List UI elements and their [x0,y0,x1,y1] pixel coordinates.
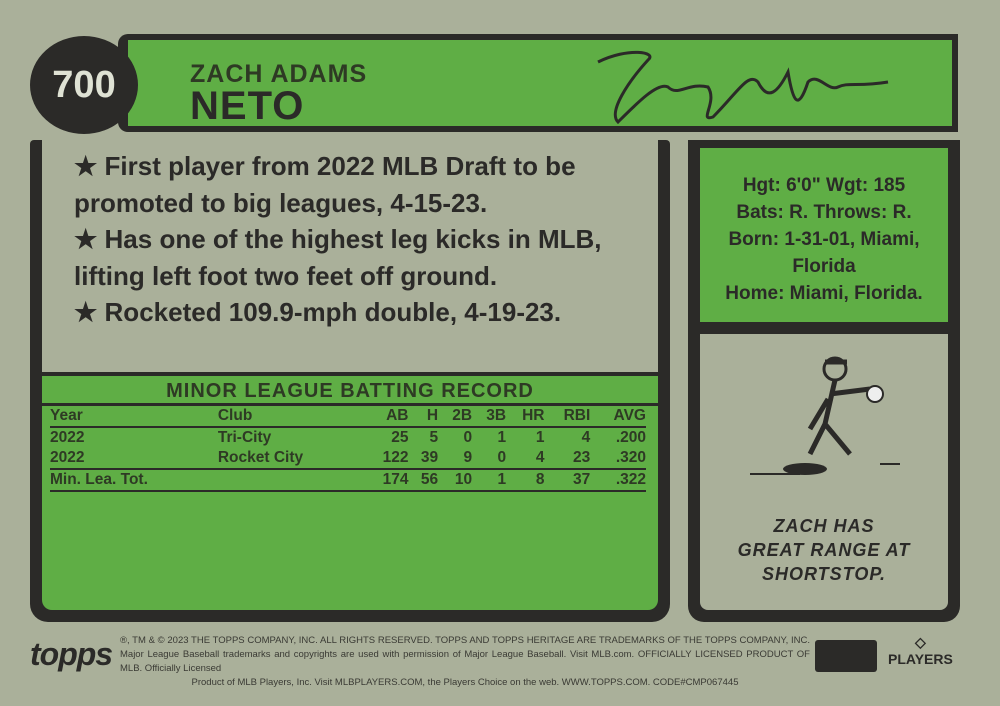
table-cell: 2022 [50,449,85,466]
stats-table: Year Club AB H 2B 3B HR RBI AVG 2022 Tri-… [50,406,646,492]
col-avg: AVG [613,407,646,424]
table-row: Min. Lea. Tot. 174 56 10 1 8 37 .322 [50,469,646,491]
table-cell: 1 [497,429,507,446]
cartoon-shortstop-icon [750,356,900,475]
col-year: Year [50,407,83,424]
table-cell: .200 [615,429,646,446]
height-weight: Hgt: 6'0" Wgt: 185 [742,175,906,196]
col-hr: HR [522,407,545,424]
table-cell: 56 [420,471,439,488]
table-cell: .322 [615,471,646,488]
table-cell: 174 [382,471,409,488]
table-cell [218,469,364,491]
bats-throws: Bats: R. Throws: R. [736,202,912,223]
table-cell: 0 [463,429,473,446]
table-cell: 9 [463,449,473,466]
col-rbi: RBI [563,407,591,424]
table-cell: 10 [454,471,473,488]
cartoon-caption: ZACH HAS GREAT RANGE AT SHORTSTOP. [700,514,948,586]
table-cell: 1 [535,429,545,446]
table-cell: 0 [497,449,507,466]
born-cont: Florida [792,256,856,277]
table-cell: 4 [535,449,545,466]
table-cell: 122 [382,449,409,466]
table-cell: Min. Lea. Tot. [50,471,148,488]
table-cell: 23 [573,449,591,466]
highlight-item: ★ Has one of the highest leg kicks in ML… [74,224,602,291]
mlbpa-logo: ◇ PLAYERS [888,634,953,667]
highlight-item: ★ First player from 2022 MLB Draft to be… [74,151,576,218]
table-header: Year Club AB H 2B 3B HR RBI AVG [50,406,646,427]
last-name: NETO [190,84,305,128]
diamond-icon: ◇ [915,634,926,650]
caption-line: SHORTSTOP. [761,564,887,584]
col-club: Club [217,407,253,424]
table-cell: 2022 [50,429,85,446]
highlights: ★ First player from 2022 MLB Draft to be… [74,148,674,331]
table-cell: 1 [497,471,507,488]
table-cell: Rocket City [217,449,304,466]
signature-icon [597,50,889,125]
table-cell: 37 [573,471,591,488]
stats-box: MINOR LEAGUE BATTING RECORD Year Club AB… [42,376,658,610]
stats-title: MINOR LEAGUE BATTING RECORD [42,380,658,406]
table-cell: 25 [391,429,409,446]
col-3b: 3B [486,407,507,424]
table-cell: 5 [429,429,439,446]
first-name: ZACH ADAMS [190,60,368,88]
col-2b: 2B [452,407,473,424]
born: Born: 1-31-01, Miami, [728,229,920,250]
col-h: H [426,407,439,424]
legal-text: ®, TM & © 2023 THE TOPPS COMPANY, INC. A… [120,634,810,690]
table-cell: Tri-City [217,429,272,446]
caption-line: GREAT RANGE AT [737,540,911,560]
players-label: PLAYERS [888,651,953,667]
legal-line: Product of MLB Players, Inc. Visit MLBPL… [191,677,739,688]
table-cell: 39 [420,449,439,466]
col-ab: AB [386,407,409,424]
vitals-box: Hgt: 6'0" Wgt: 185 Bats: R. Throws: R. B… [688,140,960,332]
name-banner: ZACH ADAMS NETO [118,34,958,132]
table-cell: .320 [615,449,646,466]
table-cell: 4 [581,429,591,446]
mlb-logo-icon [815,640,877,672]
caption-line: ZACH HAS [773,516,875,536]
home: Home: Miami, Florida. [725,283,923,304]
highlight-item: ★ Rocketed 109.9-mph double, 4-19-23. [74,297,562,327]
table-row: 2022 Tri-City 25 5 0 1 1 4 .200 [50,427,646,448]
topps-logo: topps [30,636,113,672]
table-row: 2022 Rocket City 122 39 9 0 4 23 .320 [50,448,646,469]
legal-line: ®, TM & © 2023 THE TOPPS COMPANY, INC. A… [120,635,810,674]
cartoon-box: ZACH HAS GREAT RANGE AT SHORTSTOP. [688,332,960,622]
bio-panel: ★ First player from 2022 MLB Draft to be… [30,140,670,622]
table-cell: 8 [535,471,545,488]
card-number-badge: 700 [30,36,138,134]
